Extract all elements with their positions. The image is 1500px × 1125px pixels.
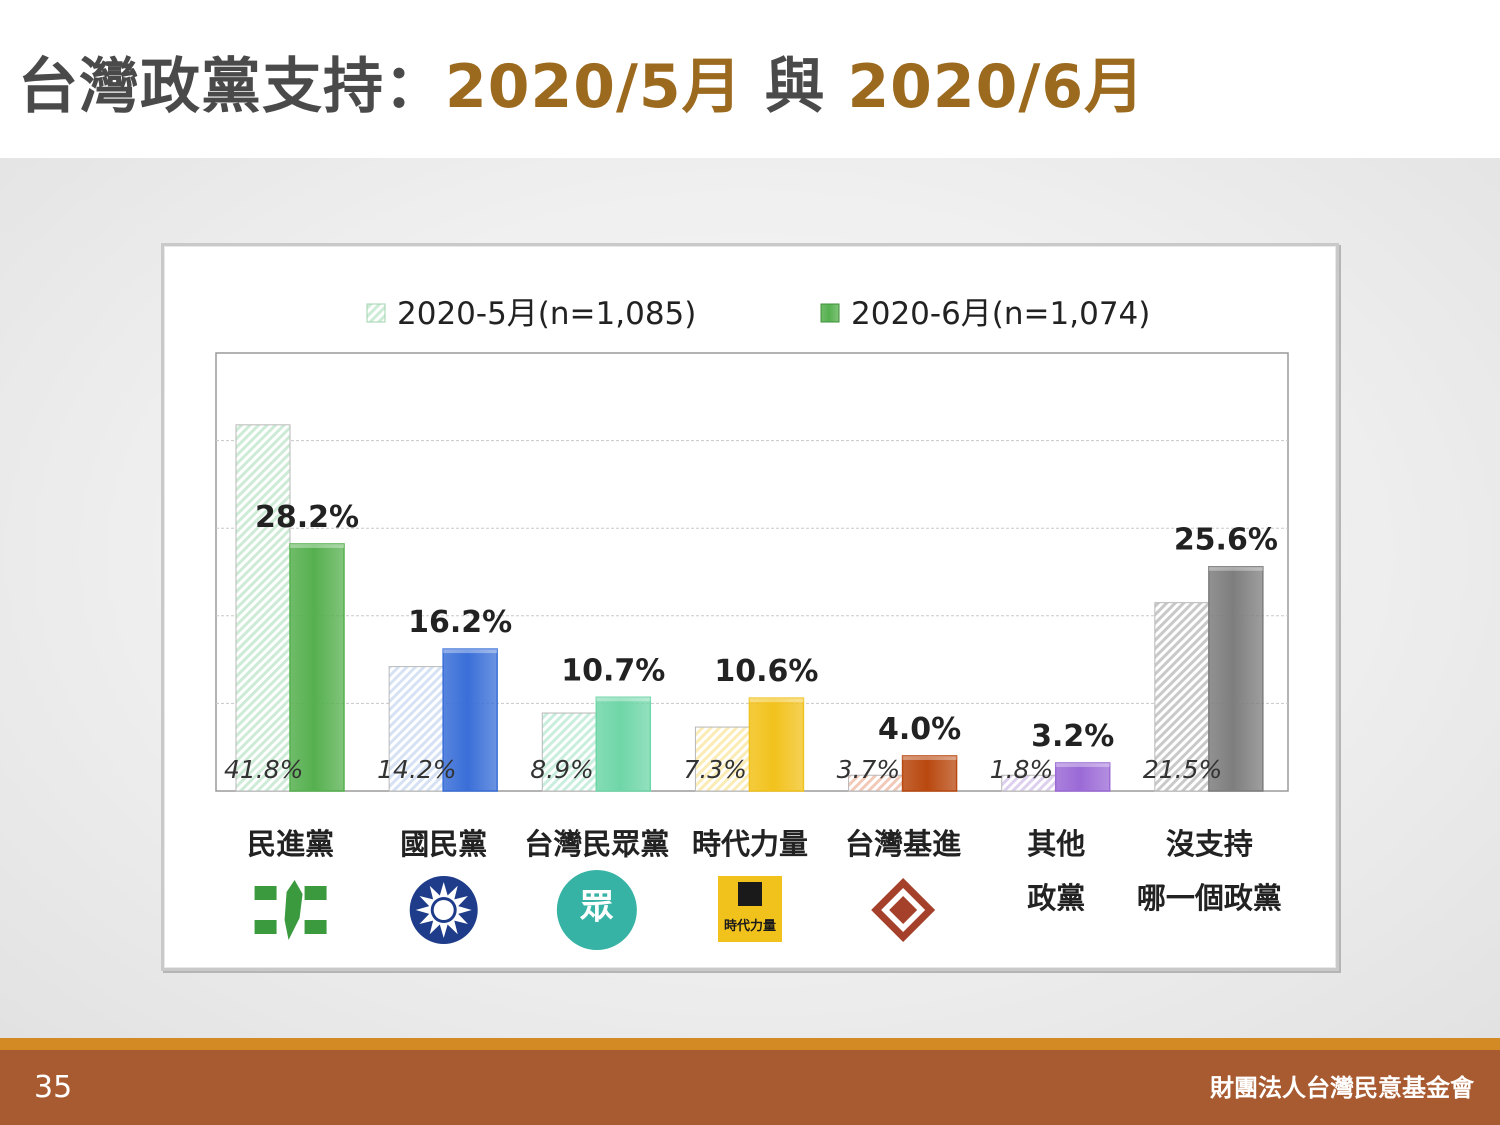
value-label-may: 14.2% [377, 755, 456, 784]
page-number: 35 [34, 1070, 73, 1105]
legend-swatch [366, 303, 386, 323]
legend-label: 2020-6月(n=1,074) [851, 296, 1150, 332]
tpp-logo-text: 眾 [579, 887, 614, 927]
bar-may [235, 424, 291, 792]
dpp-logo-icon [254, 880, 327, 940]
footer-accent-line [0, 1038, 1500, 1050]
category-label: 其他 [1027, 827, 1085, 861]
value-label-june: 10.6% [714, 654, 818, 689]
category-label: 台灣民眾黨 [524, 827, 669, 861]
chart-frame: 2020-5月(n=1,085) 2020-6月(n=1,074) 41.8% 28.… [161, 243, 1339, 971]
bar-may [388, 666, 444, 792]
value-label-june: 28.2% [255, 500, 359, 535]
npp-logo-icon: 時代力量 [718, 876, 782, 942]
value-label-may: 3.7% [837, 755, 901, 784]
bar-june [289, 543, 345, 792]
bar-june-highlight [290, 543, 344, 548]
title-connector: 與 [742, 52, 848, 122]
bar-june-highlight [1055, 762, 1110, 767]
bar-june [748, 697, 805, 792]
bar-june [442, 648, 498, 792]
bar-june-highlight [596, 697, 651, 702]
bar-june [1054, 762, 1111, 792]
value-label-june: 3.2% [1031, 719, 1114, 754]
value-label-june: 25.6% [1174, 523, 1278, 558]
value-label-may: 21.5% [1143, 755, 1222, 784]
bar-may [541, 712, 597, 792]
value-label-may: 41.8% [224, 755, 303, 784]
category-label: 時代力量 [692, 827, 808, 861]
value-label-june: 16.2% [408, 605, 512, 640]
footer-bar [0, 1050, 1500, 1125]
page-title: 台灣政黨支持：2020/5月 與 2020/6月 [18, 38, 1145, 122]
title-month-june: 2020/6月 [847, 52, 1146, 122]
value-label-june: 10.7% [561, 653, 665, 688]
category-label: 哪一個政黨 [1137, 881, 1282, 915]
bar-june [901, 755, 958, 792]
value-label-may: 7.3% [683, 755, 747, 784]
bar-june-highlight [902, 755, 957, 760]
value-label-may: 1.8% [990, 755, 1054, 784]
category-label: 沒支持 [1166, 827, 1253, 861]
kmt-sun-logo-icon [409, 876, 478, 944]
category-label: 台灣基進 [845, 827, 961, 861]
bar-may [694, 726, 750, 792]
bar-june-highlight [1208, 566, 1263, 571]
category-label: 政黨 [1027, 881, 1085, 915]
tpp-logo-icon: 眾 [556, 870, 637, 950]
tsp-logo-icon [871, 878, 936, 942]
bar-june [595, 696, 652, 792]
bar-june-highlight [749, 698, 804, 703]
value-label-may: 8.9% [530, 755, 594, 784]
npp-logo-text: 時代力量 [724, 918, 776, 934]
legend-swatch [820, 303, 840, 323]
organization-name: 財團法人台灣民意基金會 [1210, 1074, 1474, 1102]
bar-may [1154, 602, 1210, 792]
legend-label: 2020-5月(n=1,085) [397, 296, 696, 332]
bar-june [1208, 565, 1264, 792]
bar-june-highlight [443, 649, 498, 654]
category-label: 民進黨 [247, 827, 334, 861]
title-month-may: 2020/5月 [445, 52, 743, 122]
value-label-june: 4.0% [878, 712, 961, 747]
title-prefix: 台灣政黨支持： [18, 52, 445, 122]
category-label: 國民黨 [400, 827, 487, 861]
bar-chart: 2020-5月(n=1,085) 2020-6月(n=1,074) 41.8% 28.… [215, 296, 1289, 950]
